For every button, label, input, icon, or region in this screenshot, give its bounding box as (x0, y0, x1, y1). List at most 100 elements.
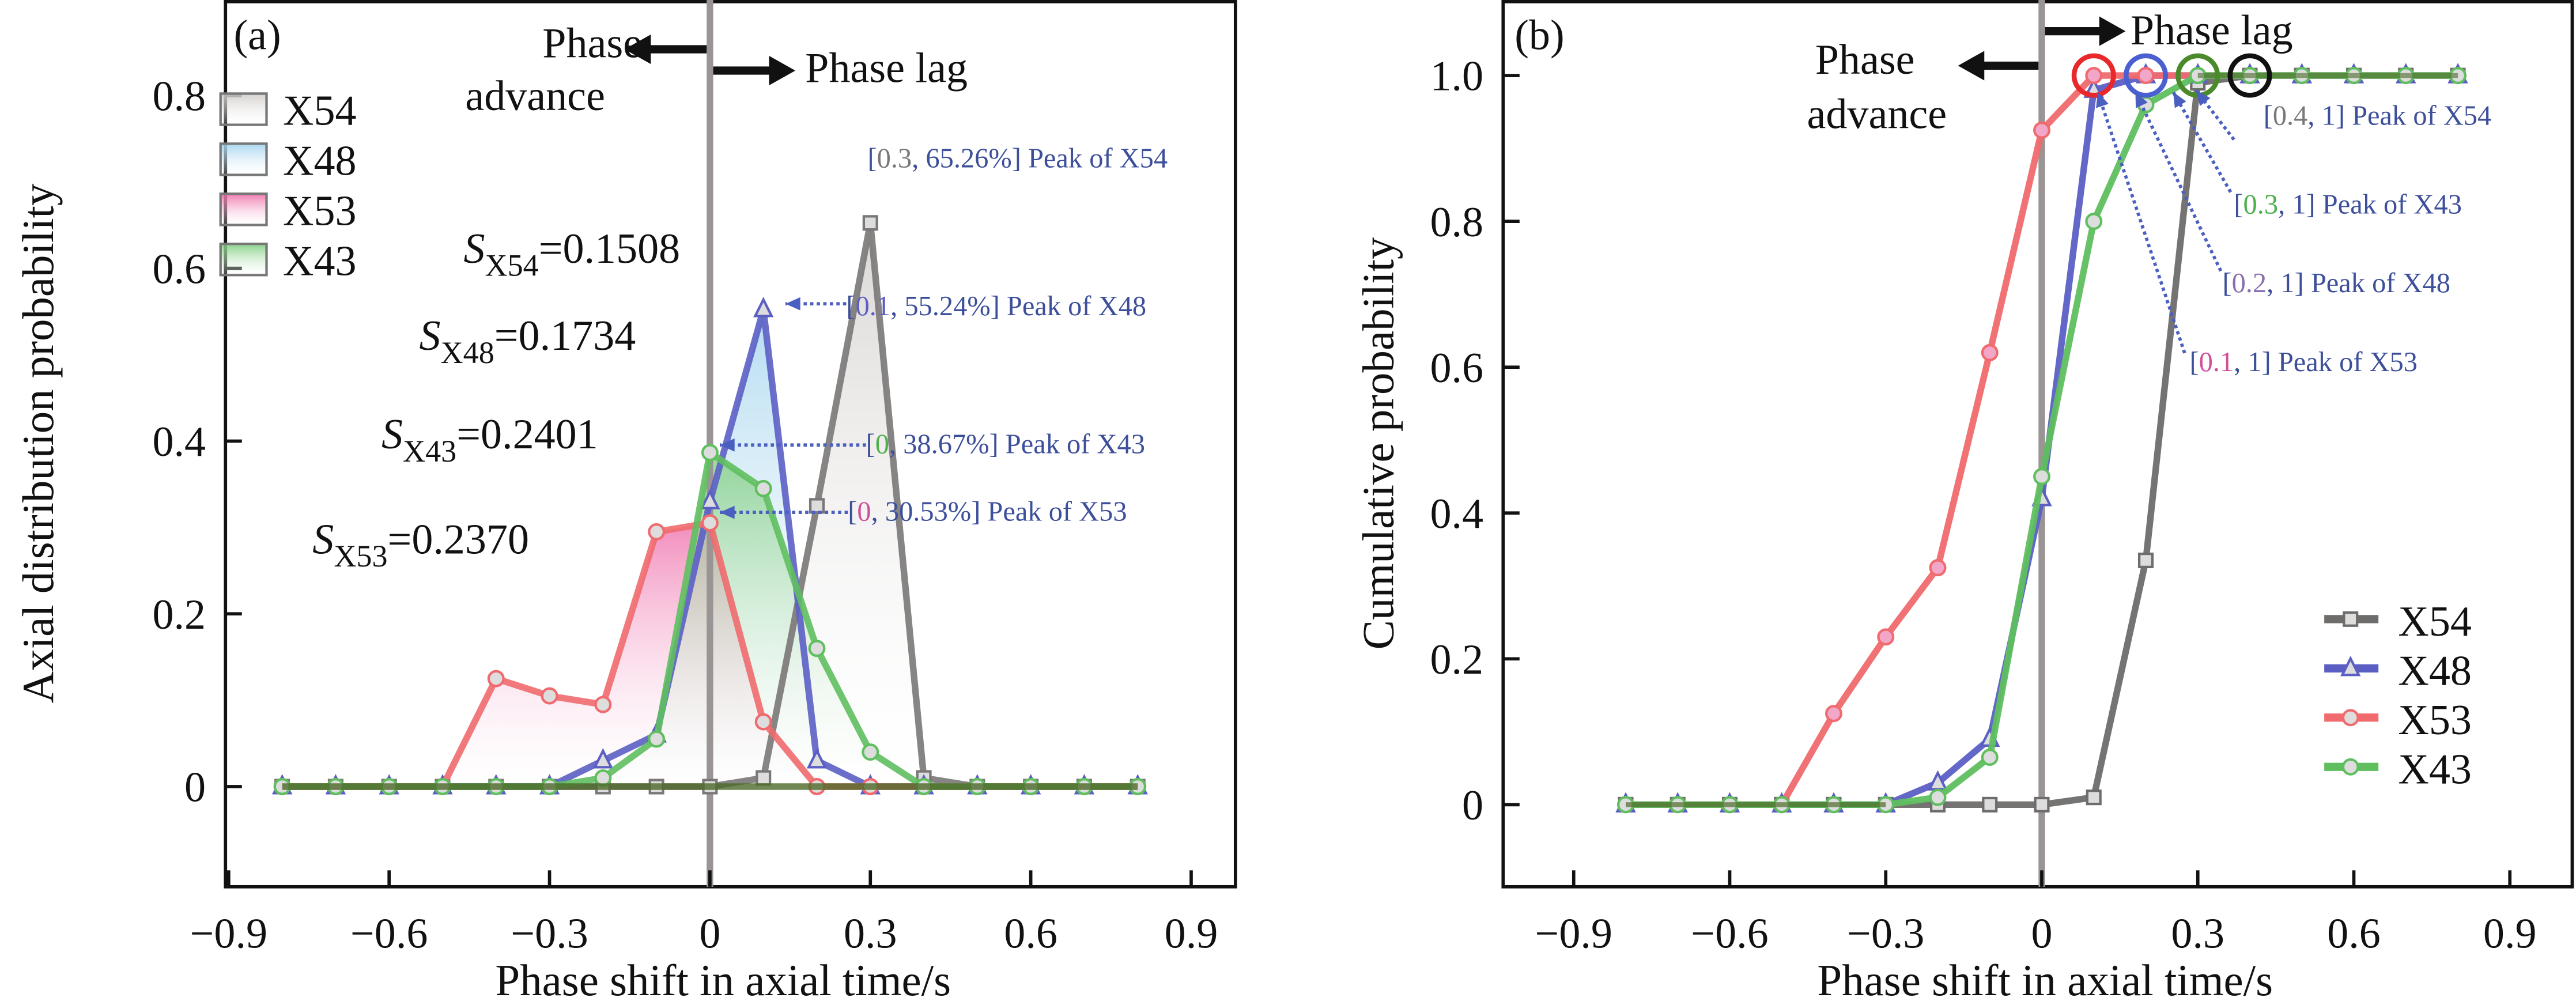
s-symbol: S (382, 411, 403, 458)
y-tick-label: 0.2 (1430, 636, 1484, 683)
peak-annotation: [0.2, 1] Peak of X48 (2222, 268, 2450, 299)
panel-b-label: (b) (1514, 12, 1564, 59)
x-tick-label: 0 (2031, 910, 2052, 957)
point-x54 (2034, 796, 2050, 813)
point-x53 (754, 713, 772, 731)
point-x43 (862, 743, 879, 761)
peak-annotation: [0, 30.53%] Peak of X53 (848, 496, 1127, 527)
point-x53 (2033, 122, 2050, 139)
panel-b-annotations: [0.4, 1] Peak of X54[0.3, 1] Peak of X43… (2096, 89, 2492, 377)
legend-marker-x53 (2341, 709, 2359, 727)
annotation-text: , 38.67%] Peak of X43 (889, 429, 1145, 460)
x-tick-label: 0.9 (2483, 910, 2537, 957)
s-symbol: S (463, 225, 485, 273)
point-x54 (756, 770, 772, 786)
annotation-peak-x: 0 (875, 429, 889, 460)
x-tick-label: 0.3 (2171, 910, 2224, 957)
y-tick-label: 0.4 (152, 418, 206, 466)
point-x48 (753, 297, 774, 318)
point-x53 (541, 687, 558, 705)
point-x43 (1981, 749, 1999, 766)
x-tick-label: 0.6 (1004, 910, 1057, 957)
s-number: =0.1734 (494, 312, 636, 360)
point-x43 (1929, 788, 1947, 806)
phase-advance-arrow (1958, 51, 2039, 81)
annotation-bracket: [ (2264, 101, 2273, 131)
s-number: =0.1508 (539, 225, 681, 273)
x-tick-label: 0 (699, 910, 720, 957)
point-x43 (594, 769, 612, 787)
point-x53 (1825, 705, 1842, 723)
annotation-arrowhead (2196, 90, 2211, 107)
annotation-arrowhead (720, 505, 735, 519)
panel-b-phase-advance-word1: Phase (1815, 36, 1915, 84)
s-subscript: X54 (485, 248, 539, 283)
x-tick-label: −0.6 (350, 910, 428, 957)
annotation-text: , 1] Peak of X53 (2234, 347, 2418, 377)
annotation-arrowhead (2173, 92, 2186, 108)
annotation-text: , 55.24%] Peak of X48 (890, 291, 1146, 322)
panel-a-phase-lag-label: Phase lag (805, 44, 968, 92)
point-x53 (594, 696, 612, 713)
annotation-peak-x: 0.2 (2232, 268, 2267, 299)
s-subscript: X53 (334, 539, 387, 573)
annotation-peak-x: 0.3 (2243, 189, 2279, 220)
annotation-dotted-arrow (2096, 91, 2186, 354)
point-x43 (2033, 468, 2050, 485)
s-value-x43: SX43=0.2401 (382, 411, 598, 469)
annotation-text: , 1] Peak of X43 (2278, 189, 2462, 220)
s-value-x53: SX53=0.2370 (312, 516, 529, 573)
x-tick-label: −0.9 (190, 910, 267, 957)
annotation-arrowhead (2135, 92, 2148, 108)
legend-swatch-x53 (219, 192, 268, 226)
panel-b-series-lines (1615, 63, 2468, 814)
peak-annotation: [0.4, 1] Peak of X54 (2264, 101, 2492, 131)
phase-advance-arrow (624, 34, 707, 65)
legend-item-x48: X48 (219, 137, 357, 184)
s-symbol: S (312, 516, 334, 563)
phase-lag-arrow (2045, 16, 2126, 46)
x-tick-label: −0.6 (1691, 910, 1768, 957)
s-value-x48: SX48=0.1734 (420, 312, 636, 370)
legend-swatch-x54 (219, 92, 268, 126)
point-x53 (487, 670, 505, 687)
panel-a-series-lines (271, 215, 1148, 795)
legend-swatch-x43 (219, 243, 268, 277)
x-tick-label: 0.6 (2327, 910, 2381, 957)
legend-label: X48 (283, 137, 357, 184)
y-tick-label: 0.6 (152, 245, 206, 293)
panel-a-label: (a) (234, 12, 281, 59)
panel-b-phase-advance-word2: advance (1807, 90, 1947, 138)
s-symbol: S (420, 312, 441, 360)
annotation-arrowhead (2096, 92, 2109, 108)
annotation-bracket: [ (2222, 268, 2231, 299)
point-x43 (648, 730, 666, 748)
legend-item-x43: X43 (2324, 746, 2472, 793)
point-x54 (809, 498, 825, 514)
panel-a-annotations: [0.3, 65.26%] Peak of X54[0.1, 55.24%] P… (720, 143, 1168, 527)
point-x54 (862, 215, 878, 231)
point-x53 (1929, 559, 1947, 577)
s-subscript: X43 (403, 434, 456, 469)
legend-item-x53: X53 (219, 187, 357, 235)
legend-marker-x48 (2340, 655, 2361, 677)
point-x53 (2085, 67, 2103, 85)
x-tick-label: 0.3 (844, 910, 897, 957)
annotation-peak-x: 0.3 (877, 143, 912, 174)
x-tick-label: −0.3 (511, 910, 588, 957)
panel-a-phase-advance-word1: Phase (542, 20, 642, 67)
s-value-x54: SX54=0.1508 (463, 225, 680, 283)
panel-a: −0.9 −0.6 −0.3 0 0.3 0.6 0.900.20.40.60.8 (a) … (13, 0, 1237, 1005)
annotation-dotted-arrow (2133, 91, 2223, 272)
legend-label: X53 (2398, 697, 2472, 744)
panel-a-s-values: SX54=0.1508SX48=0.1734SX43=0.2401SX53=0.… (312, 225, 680, 573)
point-x43 (754, 479, 772, 497)
panel-a-y-axis-label: Axial distribution probability (13, 183, 63, 703)
panel-b-x-axis-label: Phase shift in axial time/s (1817, 955, 2273, 1005)
legend-label: X54 (283, 88, 357, 135)
x-tick-label: −0.9 (1535, 910, 1612, 957)
peak-circle (2227, 53, 2272, 98)
annotation-text: , 1] Peak of X48 (2267, 268, 2450, 299)
legend-label: X43 (283, 237, 357, 285)
